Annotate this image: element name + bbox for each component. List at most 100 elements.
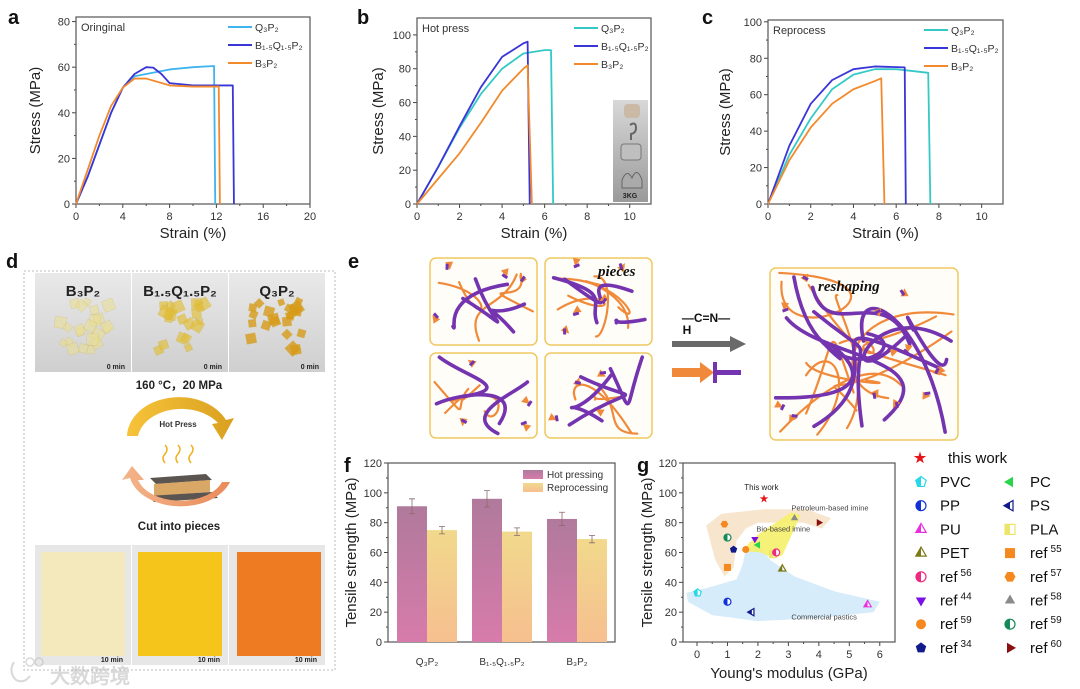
imine-bond-end <box>601 297 608 305</box>
legend-ref-number: 34 <box>961 639 973 650</box>
x-tick-label: 0 <box>694 649 700 661</box>
film-piece <box>277 298 286 307</box>
y-tick-label: 80 <box>750 53 762 65</box>
dashed-frame <box>23 270 336 671</box>
purple-chain <box>608 355 645 406</box>
imine-bond-icon <box>572 305 582 314</box>
purple-chain <box>862 326 953 363</box>
network-box <box>769 267 959 441</box>
x-tick-label: 12 <box>210 211 222 223</box>
orange-chain <box>593 395 625 401</box>
plot-frame <box>682 462 896 643</box>
imine-bond-end <box>618 262 624 270</box>
y-tick-label: 40 <box>665 577 677 589</box>
legend-name: PU <box>940 521 961 538</box>
watermark-text: 大数跨境 <box>50 664 130 688</box>
legend-name: ref <box>940 593 958 610</box>
imine-bond-end <box>594 405 601 411</box>
film-piece <box>58 338 68 348</box>
imine-bond-icon <box>521 395 530 405</box>
y-tick-label: 60 <box>665 548 677 560</box>
imine-bond-end <box>802 275 809 281</box>
x-tick-label: 0 <box>73 211 79 223</box>
imine-bond-formula: —C=N— <box>682 311 730 325</box>
legend-bond-icon <box>700 362 714 383</box>
legend-marker-icon <box>1004 618 1016 630</box>
inset-title: Hot press <box>422 23 470 35</box>
x-tick-label: 8 <box>167 211 173 223</box>
film-piece <box>77 343 89 355</box>
y-tick-label: 40 <box>750 126 762 138</box>
legend-label: PS <box>1030 498 1050 515</box>
time-label: 0 min <box>107 364 125 371</box>
x-tick-label: 3 <box>785 649 791 661</box>
y-tick-label: 100 <box>393 30 411 42</box>
purple-chain <box>792 275 886 361</box>
legend-label: B₃P₂ <box>951 61 973 73</box>
x-tick-label: 4 <box>120 211 126 223</box>
y-tick-label: 40 <box>399 131 411 143</box>
bar-hot-pressing <box>397 506 427 642</box>
y-axis-label: Stress (MPa) <box>27 67 44 155</box>
x-tick-label: 6 <box>542 211 548 223</box>
imine-bond-end <box>902 348 910 355</box>
x-tick-label: 6 <box>877 649 883 661</box>
y-tick-label: 60 <box>370 548 382 560</box>
y-tick-label: 20 <box>750 163 762 175</box>
y-tick-label: 100 <box>659 488 677 500</box>
imine-bond-icon <box>889 348 898 357</box>
x-tick-label: 16 <box>257 211 269 223</box>
legend-label: B₁.₅Q₁.₅P₂ <box>951 43 999 55</box>
y-tick-label: 20 <box>665 607 677 619</box>
legend-swatch <box>523 470 543 479</box>
series-line-1 <box>416 40 531 205</box>
y-tick-label: 20 <box>370 607 382 619</box>
legend-name: ref <box>1030 640 1048 657</box>
film-piece <box>285 311 296 321</box>
legend-ref-number: 57 <box>1051 568 1063 579</box>
purple-chain <box>437 355 489 399</box>
x-tick-label: 8 <box>584 211 590 223</box>
legend-ref-number: 58 <box>1051 592 1063 603</box>
network-box <box>544 257 653 346</box>
film-piece <box>89 304 100 315</box>
legend-marker-icon <box>913 451 927 464</box>
inset-photo-label: 3KG <box>623 193 638 200</box>
legend-label: B₃P₂ <box>255 58 277 70</box>
film-piece <box>296 328 307 339</box>
imine-bond-icon <box>789 414 798 423</box>
panel-label-d: d <box>6 251 18 273</box>
data-point-ref59 <box>742 546 750 554</box>
y-tick-label: 100 <box>364 488 382 500</box>
imine-bond-icon <box>432 314 441 324</box>
x-tick-label: 0 <box>765 211 771 223</box>
inset-title: Reprocess <box>773 25 826 37</box>
legend-label: PP <box>940 498 960 515</box>
y-tick-label: 0 <box>376 637 382 649</box>
series-line-2 <box>767 77 886 205</box>
y-axis-label: Tensile strength (MPa) <box>343 477 360 627</box>
imine-bond-icon <box>595 409 605 417</box>
orange-chain <box>851 311 955 400</box>
orange-chain <box>558 277 631 315</box>
film-piece <box>189 318 205 334</box>
network-box <box>429 257 538 346</box>
sample-label: B₃P₂ <box>66 283 100 300</box>
imine-bond-icon <box>548 413 558 421</box>
film-piece <box>86 333 99 346</box>
film-piece <box>157 339 170 351</box>
legend-marker-icon <box>914 545 928 557</box>
legend-name: ref <box>1030 593 1048 610</box>
inset-photo-weight: 3KG <box>613 100 648 202</box>
data-point-pc <box>753 541 761 549</box>
x-tick-label: 10 <box>624 211 636 223</box>
panel-e-network-schematic: pieces reshaping —C=N—H <box>429 257 959 441</box>
imine-bond-end <box>574 380 582 385</box>
category-label: B₁.₅Q₁.₅P₂ <box>479 657 524 668</box>
legend-marker-icon <box>915 642 927 653</box>
film-piece <box>53 315 67 329</box>
watermark-logo-dot <box>25 657 35 667</box>
